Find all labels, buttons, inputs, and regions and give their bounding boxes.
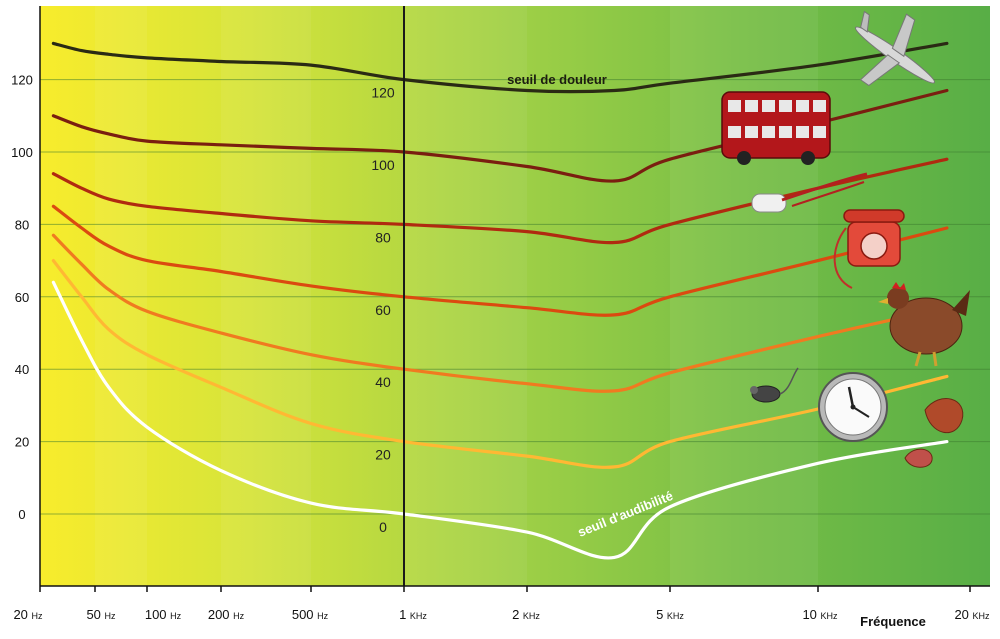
inner-tick-label: 60 [375,302,391,318]
band [404,6,527,586]
x-tick-label: 10 KHz [802,607,838,622]
x-tick-label: 20 KHz [954,607,990,622]
y-tick-label: 0 [18,507,25,522]
plot-background [40,6,990,586]
grid-lines [40,79,990,515]
y-tick-label: 80 [15,217,29,232]
pain-threshold-label: seuil de douleur [507,72,607,87]
y-tick-label: 100 [11,145,33,160]
x-tick-label: 5 KHz [656,607,684,622]
whistle-icon [751,172,868,213]
y-tick-label: 60 [15,290,29,305]
x-tick-label: 50 Hz [86,607,116,622]
inner-tick-label: 80 [375,229,391,245]
x-tick-label: 20 Hz [13,607,43,622]
icons [721,10,970,468]
airplane-icon [855,10,935,87]
x-tick-label: 100 Hz [145,607,182,622]
band [95,6,147,586]
x-tick-label: 500 Hz [292,607,329,622]
inner-tick-label: 40 [375,374,391,390]
x-tick-label: 2 KHz [512,607,540,622]
leaf-icon [904,398,964,468]
axes [39,6,990,592]
inner-tick-label: 0 [379,519,387,535]
hen-icon [878,282,970,367]
x-tick-label: 200 Hz [208,607,245,622]
inner-tick-label: 20 [375,447,391,463]
clock-icon [818,372,888,442]
y-tick-label: 40 [15,362,29,377]
mouse-icon [750,367,799,403]
x-tick-label: 1 KHz [399,607,427,622]
inner-tick-label: 120 [371,85,395,101]
bus-icon [721,91,831,165]
inner-tick-label: 100 [371,157,395,173]
y-tick-label: 120 [11,73,33,88]
telephone-icon [833,209,905,289]
y-tick-label: 20 [15,435,29,450]
x-axis-label: Fréquence [860,614,926,629]
